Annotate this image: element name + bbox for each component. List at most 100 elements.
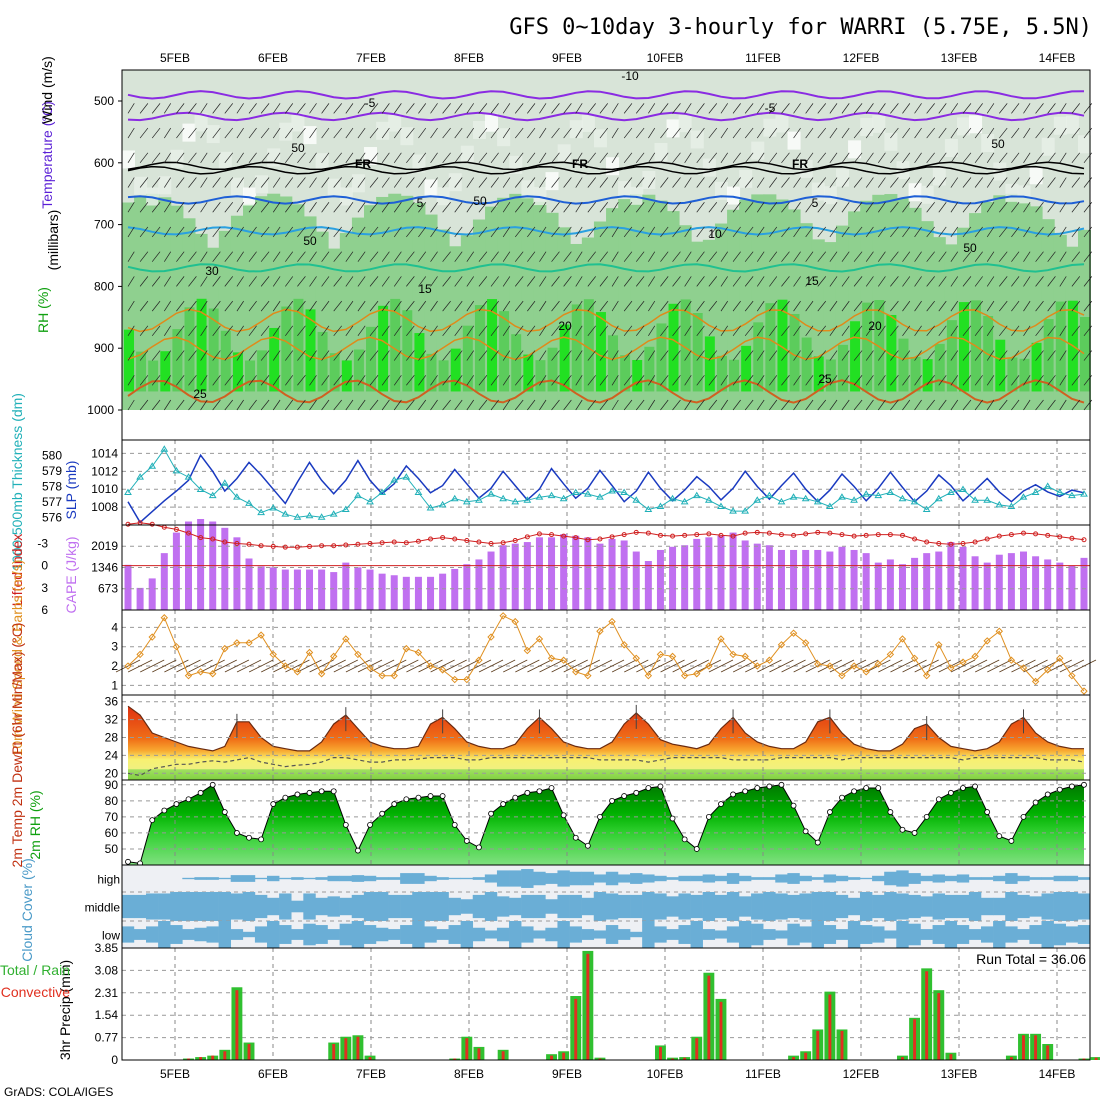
wind-barb [272, 300, 281, 312]
wind-barb [829, 276, 838, 287]
wind-barb [563, 202, 572, 213]
precip-convective-bar [719, 1001, 723, 1060]
wind-barb [176, 103, 185, 114]
wind-barb [756, 399, 765, 411]
wind-barb [805, 350, 814, 361]
cloud-bar-middle [533, 894, 546, 919]
rh-point [887, 809, 894, 815]
wind-barb [527, 375, 536, 386]
cape-bar [269, 567, 277, 610]
wind-barb [720, 103, 729, 114]
wind-barb [490, 152, 499, 164]
cloud-bar-middle [291, 900, 304, 913]
wind-barb [708, 202, 718, 213]
wind-barb [660, 276, 669, 287]
thickness-point [704, 496, 713, 503]
wind-barb [466, 127, 475, 139]
wind-barb [962, 325, 972, 337]
wind-barb [224, 177, 234, 188]
li-point [173, 526, 179, 532]
wind-barb [381, 226, 390, 238]
wind-barb [309, 325, 317, 337]
wind-barb [490, 103, 499, 114]
precip-convective-bar [1034, 1035, 1038, 1060]
wind-barb [587, 127, 596, 139]
cloud-bar-middle [932, 893, 945, 920]
wind-barb [502, 375, 511, 386]
rh-band-dry [460, 145, 474, 164]
wind-barb [962, 226, 972, 238]
wind10m-barb [853, 659, 879, 673]
wind10m-barb [1071, 659, 1097, 673]
wind-barb [877, 226, 886, 238]
wind10m-point [922, 671, 931, 680]
wind-barb [744, 127, 754, 139]
wind-barb [539, 399, 547, 411]
wind-barb [611, 177, 619, 188]
wind-barb [950, 226, 959, 238]
wind-barb [962, 127, 972, 139]
cloud-bar-low [1029, 925, 1042, 944]
isotherm-label: -10 [621, 69, 639, 83]
wind-barb [285, 251, 294, 262]
wind-barb [1035, 300, 1044, 312]
rh-band-90 [487, 299, 498, 392]
wind-barb [357, 276, 366, 287]
isotherm-label: FR [792, 157, 808, 171]
wind-barb [357, 350, 366, 361]
cloud-bar-middle [993, 897, 1006, 916]
rh-band-70 [243, 203, 257, 410]
date-label-top: 6FEB [258, 51, 288, 65]
thickness-point [862, 490, 871, 497]
wind-barb [575, 177, 583, 188]
slp-label: SLP (mb) [63, 461, 79, 520]
thickness-point [160, 445, 169, 452]
wind-barb [756, 325, 765, 337]
wind-barb [442, 202, 451, 213]
cloud-bar-middle [363, 892, 377, 921]
thickness-point [656, 502, 665, 509]
wind-barb [732, 350, 741, 361]
wind-barb [938, 276, 947, 287]
wind-barb [272, 399, 281, 411]
rh-band-90 [414, 333, 425, 392]
wind-barb [406, 325, 415, 337]
rh-band-90 [753, 322, 764, 392]
cloud-bar-low [1041, 921, 1054, 948]
wind-barb [696, 276, 705, 287]
wind-barb [1035, 375, 1044, 386]
wind-barb [648, 103, 656, 114]
li-point [125, 521, 131, 527]
precip-convective-bar [804, 1052, 808, 1060]
isotherm-label: 20 [868, 319, 882, 333]
wind-barb [672, 325, 681, 337]
wind-barb [260, 127, 270, 139]
wind-barb [236, 350, 244, 361]
thickness-point [341, 505, 350, 513]
wind10m-barb [599, 659, 625, 673]
isotherm-label: 30 [205, 264, 219, 278]
rh-point [705, 813, 712, 820]
cape-bar [983, 562, 991, 610]
rh-point [524, 789, 531, 796]
cloud-bar-high [557, 870, 570, 887]
wind10m-point [632, 654, 640, 663]
cloud-bar-high [569, 871, 582, 886]
wind-barb [696, 103, 705, 114]
wind-barb [926, 325, 935, 337]
wind-barb [236, 300, 244, 312]
wind10m-point [656, 650, 665, 659]
wind-barb [926, 276, 935, 287]
wind-barb [696, 251, 705, 262]
thickness-point [499, 494, 508, 502]
cloud-bar-low [121, 926, 135, 943]
isotherm-line [127, 308, 1085, 333]
wind-barb [490, 300, 499, 312]
cape-bar [1056, 562, 1064, 610]
wind10m-point [463, 675, 471, 684]
wind-barb [442, 127, 451, 139]
wind-barb [611, 226, 619, 238]
cloud-bar-high [472, 877, 486, 880]
li-point [198, 535, 204, 541]
wind-barb [1047, 350, 1056, 361]
